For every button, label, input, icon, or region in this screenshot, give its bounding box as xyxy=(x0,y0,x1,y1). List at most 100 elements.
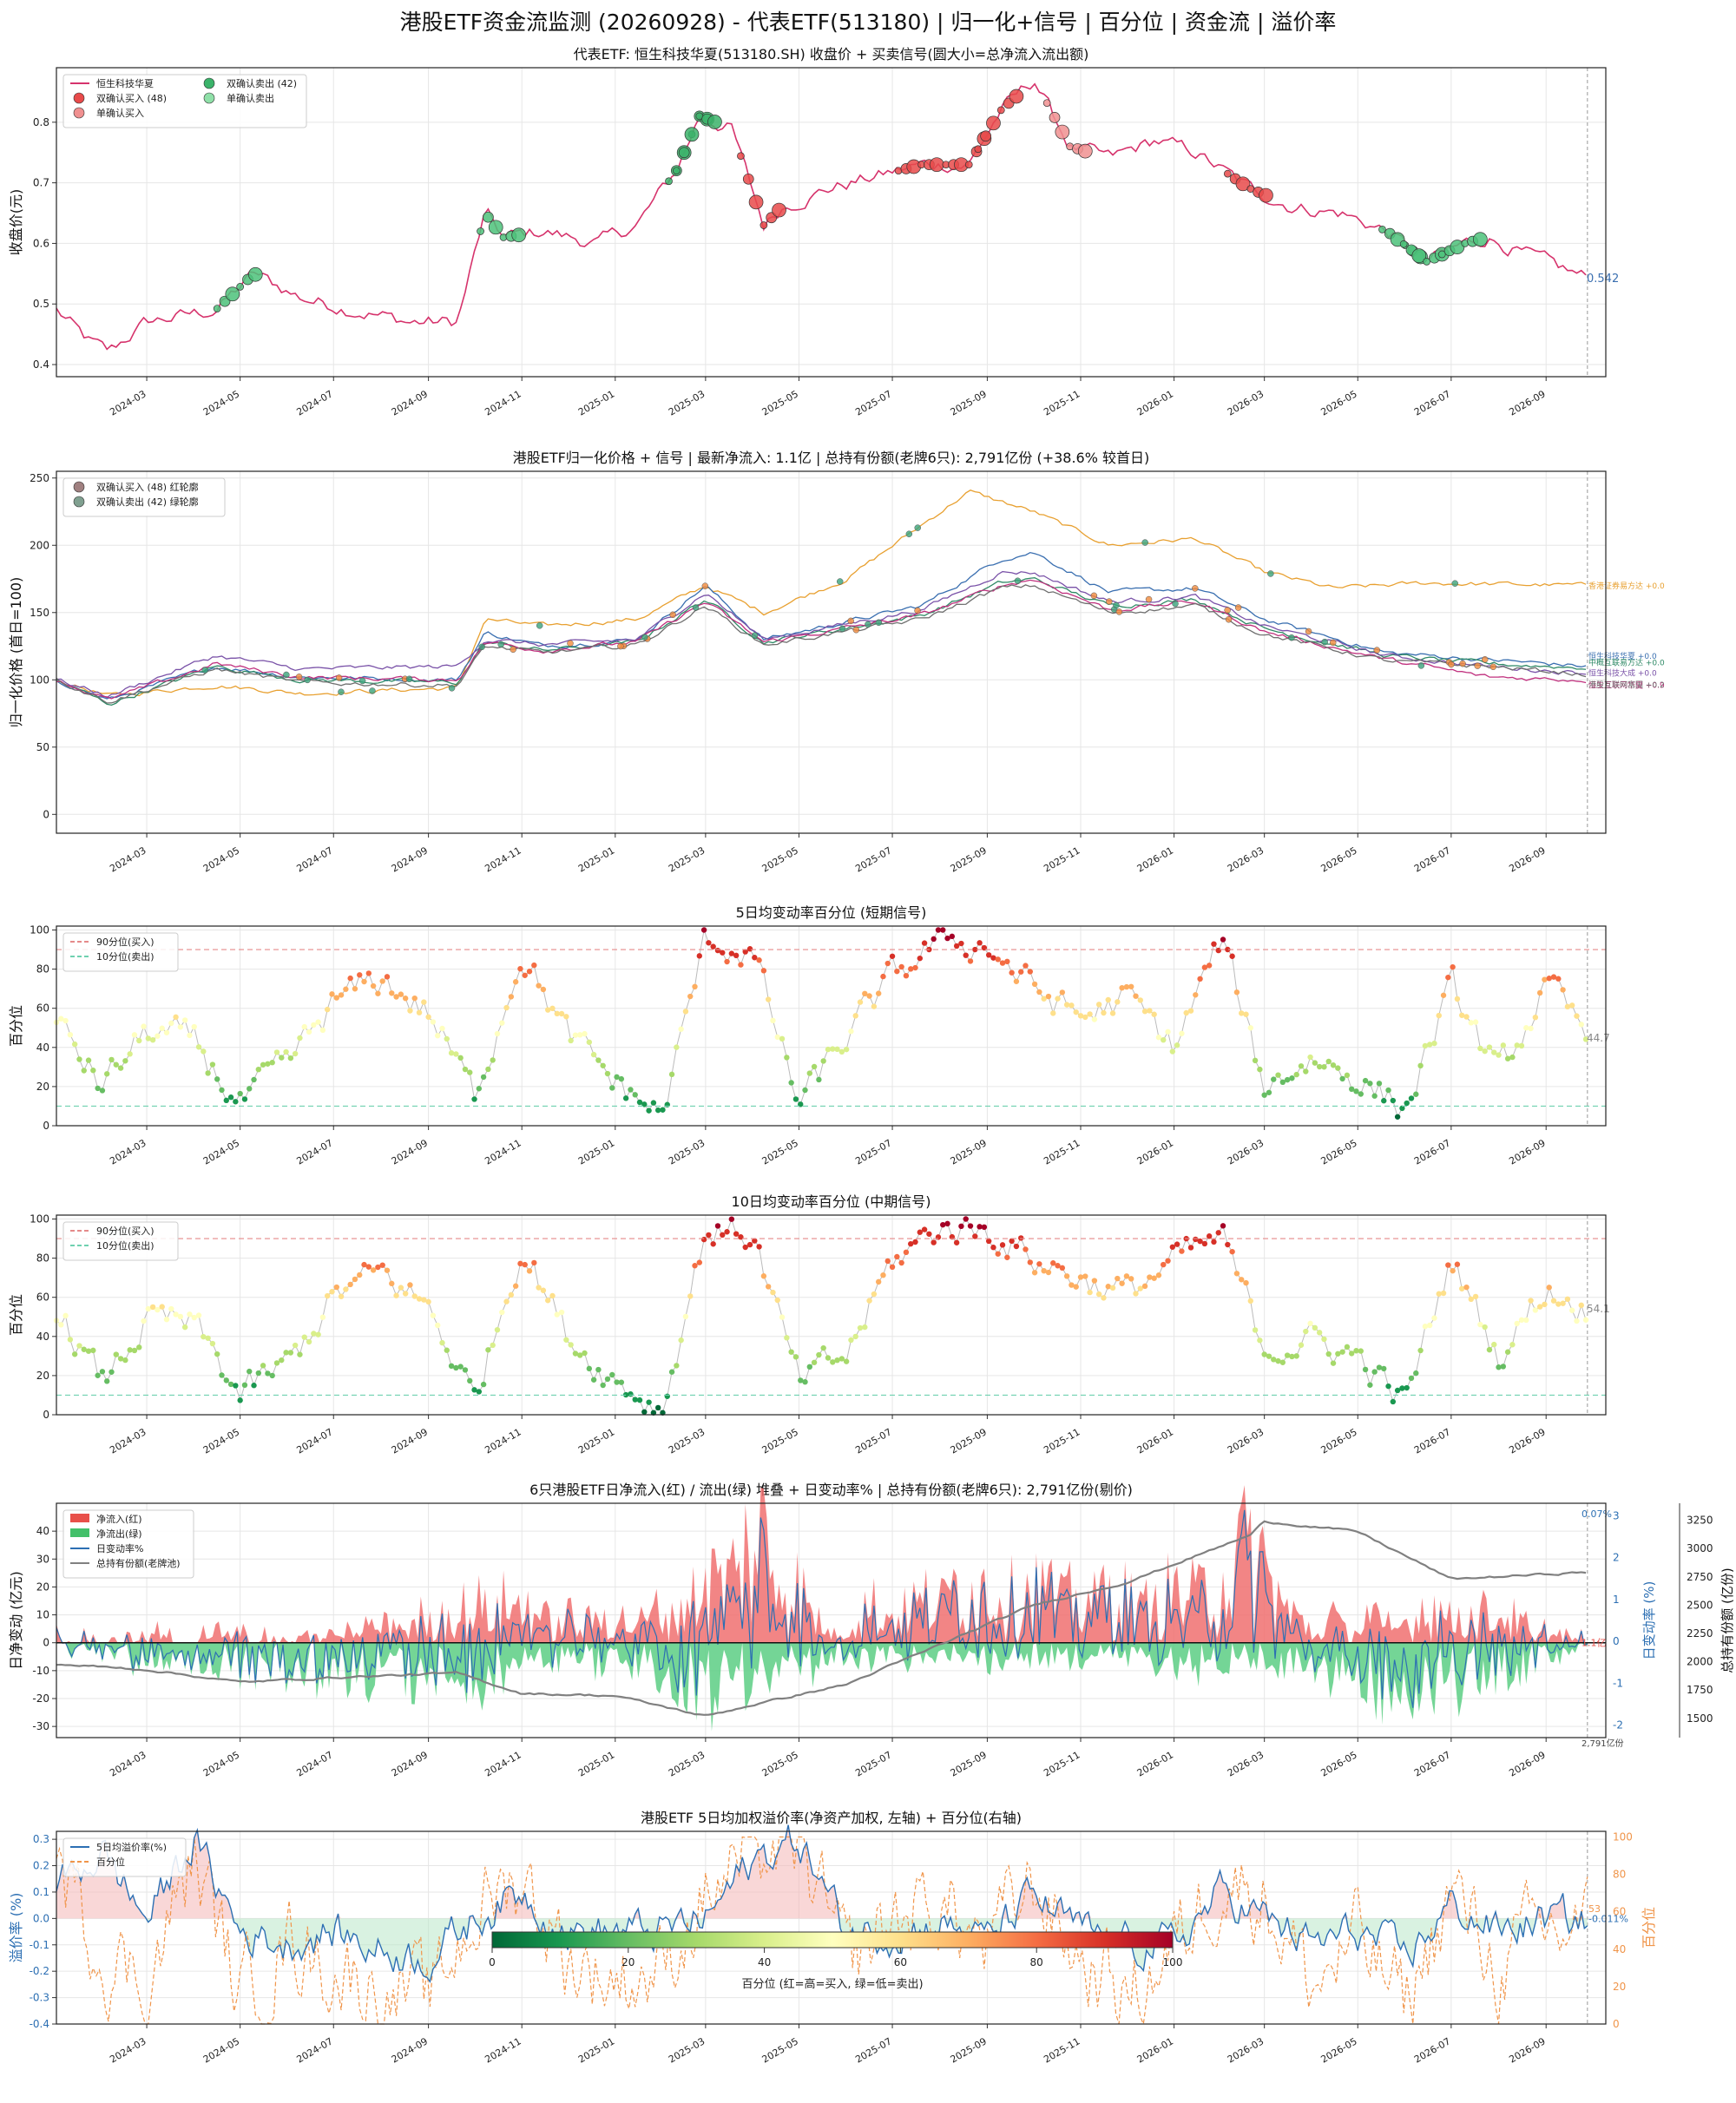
percentile-point xyxy=(1174,1241,1180,1247)
legend-swatch xyxy=(73,481,85,493)
percentile-point xyxy=(880,973,886,980)
percentile-point xyxy=(1349,1351,1355,1357)
percentile-point xyxy=(311,1022,317,1028)
percentile-point xyxy=(1550,1298,1557,1304)
percentile-point xyxy=(848,1028,854,1035)
percentile-point xyxy=(1390,1398,1397,1405)
legend-label: 单确认卖出 xyxy=(227,92,274,104)
percentile-point xyxy=(117,1356,124,1362)
percentile-point xyxy=(1574,1318,1580,1324)
signal-point xyxy=(304,676,311,684)
percentile-point xyxy=(1095,1291,1102,1298)
percentile-point xyxy=(255,1066,262,1073)
signal-point xyxy=(1225,615,1233,623)
percentile-point xyxy=(604,1070,611,1077)
percentile-point xyxy=(784,1055,790,1061)
percentile-point xyxy=(1450,963,1456,970)
percentile-point xyxy=(136,1037,142,1044)
percentile-point xyxy=(1266,1089,1272,1095)
percentile-point xyxy=(398,991,404,997)
percentile-point xyxy=(1436,1012,1442,1019)
axes-frame xyxy=(56,470,1607,834)
legend-box xyxy=(62,932,179,972)
percentile-point xyxy=(90,1347,96,1354)
legend-box xyxy=(62,1221,179,1261)
percentile-point xyxy=(1247,1298,1253,1305)
percentile-point xyxy=(1165,1028,1171,1035)
percentile-point xyxy=(834,1357,840,1364)
signal-point xyxy=(914,607,921,614)
y-tick-label: 0.6 xyxy=(33,237,49,249)
percentile-point xyxy=(692,1263,698,1269)
legend-swatch xyxy=(203,92,215,104)
percentile-point xyxy=(654,1107,661,1114)
axes-frame xyxy=(56,1214,1607,1416)
percentile-point xyxy=(1312,1060,1318,1066)
percentile-point xyxy=(1482,1048,1488,1055)
legend-label: 5日均溢价率(%) xyxy=(96,1841,167,1853)
percentile-point xyxy=(219,1087,225,1094)
percentile-point xyxy=(1385,1087,1391,1094)
percentile-point xyxy=(1095,1002,1102,1008)
percentile-point xyxy=(393,994,399,1000)
percentile-point xyxy=(940,927,946,933)
percentile-point xyxy=(1055,996,1061,1002)
percentile-point xyxy=(746,946,753,952)
percentile-point xyxy=(618,1379,625,1385)
percentile-point xyxy=(1018,969,1024,975)
percentile-point xyxy=(742,1244,748,1251)
percentile-point xyxy=(692,983,698,990)
percentile-point xyxy=(494,1326,501,1333)
percentile-point xyxy=(1013,978,1020,984)
percentile-point xyxy=(1215,947,1221,954)
percentile-point xyxy=(108,1056,115,1063)
percentile-point xyxy=(1376,1081,1383,1087)
x-tick-label: 2024-07 xyxy=(294,2035,334,2065)
percentile-point xyxy=(526,1268,533,1274)
percentile-point xyxy=(1458,1285,1465,1291)
percentile-point xyxy=(1077,1274,1084,1280)
x-tick-label: 2025-01 xyxy=(576,1137,616,1167)
y-axis-label: 百分位 xyxy=(8,1005,24,1047)
percentile-point xyxy=(379,978,385,984)
y-tick-label: 80 xyxy=(36,963,49,976)
colorbar-tick-label: 40 xyxy=(758,1956,771,1968)
y-tick-label: 20 xyxy=(36,1081,49,1093)
percentile-point xyxy=(544,1007,551,1013)
signal-point xyxy=(1145,595,1153,603)
y-tick-label: 10 xyxy=(36,1609,49,1621)
percentile-point xyxy=(558,1010,565,1017)
percentile-point xyxy=(1574,1013,1580,1019)
percentile-point xyxy=(127,1347,133,1353)
percentile-point xyxy=(1261,1092,1267,1098)
percentile-point xyxy=(85,1348,92,1354)
series-end-label: 港股互联网富国 +0.2 xyxy=(1588,680,1665,690)
signal-point xyxy=(1373,647,1381,654)
percentile-point xyxy=(476,1389,483,1395)
percentile-point xyxy=(1486,1044,1493,1050)
percentile-point xyxy=(136,1344,142,1351)
percentile-point xyxy=(104,1378,110,1384)
x-tick-label: 2025-05 xyxy=(760,1426,800,1456)
percentile-point xyxy=(155,1033,161,1039)
percentile-point xyxy=(949,933,956,940)
percentile-point xyxy=(113,1351,119,1357)
percentile-point xyxy=(279,1357,285,1364)
percentile-point xyxy=(1564,1003,1571,1010)
percentile-point xyxy=(862,1324,868,1331)
percentile-point xyxy=(292,1050,299,1057)
right-tick-label: -1 xyxy=(1613,1677,1623,1689)
legend-label: 净流入(红) xyxy=(96,1513,142,1525)
percentile-point xyxy=(838,1356,845,1362)
signal-point xyxy=(1474,662,1481,669)
percentile-point xyxy=(145,1035,152,1042)
legend-box xyxy=(62,74,307,128)
signal-point xyxy=(295,674,303,680)
percentile-point xyxy=(990,1245,996,1251)
percentile-point xyxy=(563,1337,569,1343)
percentile-point xyxy=(1509,1054,1516,1061)
percentile-point xyxy=(1161,1261,1167,1268)
percentile-point xyxy=(862,990,868,997)
percentile-point xyxy=(480,1381,487,1388)
y-tick-label: 0.2 xyxy=(33,1860,49,1872)
